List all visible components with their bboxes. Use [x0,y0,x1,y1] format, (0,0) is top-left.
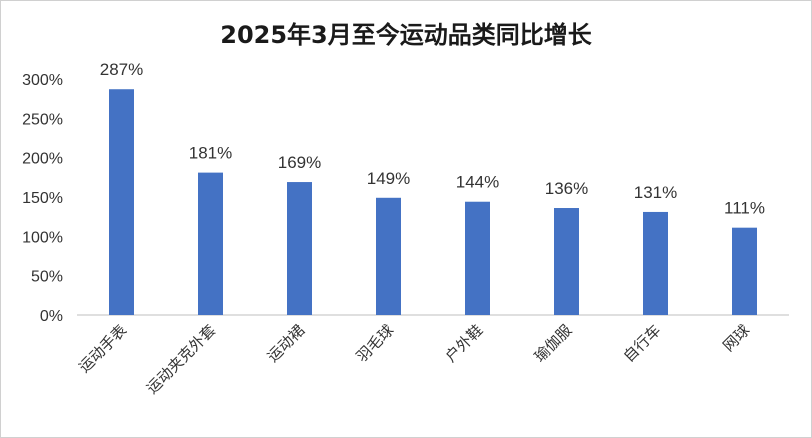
bar [554,208,579,315]
bar [109,89,134,315]
y-tick-label: 150% [22,190,63,207]
data-label: 287% [100,60,143,79]
bar [643,211,668,315]
y-tick-label: 200% [22,151,63,168]
data-label: 111% [724,199,765,218]
bar [732,227,757,315]
bar [465,201,490,315]
data-label: 144% [456,173,499,192]
data-label: 169% [278,153,321,172]
y-tick-label: 250% [22,111,63,128]
data-label: 131% [634,183,677,202]
data-label: 136% [545,179,588,198]
x-tick-label: 网球 [719,321,753,355]
x-tick-label: 运动夹克外套 [143,321,219,397]
bar [287,182,312,315]
data-label: 181% [189,144,232,163]
data-label: 149% [367,169,410,188]
y-tick-label: 100% [22,229,63,246]
x-tick-label: 运动裙 [264,321,309,366]
x-tick-label: 羽毛球 [353,321,398,366]
x-tick-label: 户外鞋 [442,321,487,366]
x-tick-label: 瑜伽服 [531,321,576,366]
x-tick-label: 自行车 [620,321,665,366]
y-tick-label: 0% [40,308,63,325]
y-tick-label: 50% [31,269,63,286]
bar [198,172,223,315]
bar [376,197,401,315]
chart-title: 2025年3月至今运动品类同比增长 [220,21,592,49]
y-tick-label: 300% [22,72,63,89]
x-tick-label: 运动手表 [75,321,130,376]
